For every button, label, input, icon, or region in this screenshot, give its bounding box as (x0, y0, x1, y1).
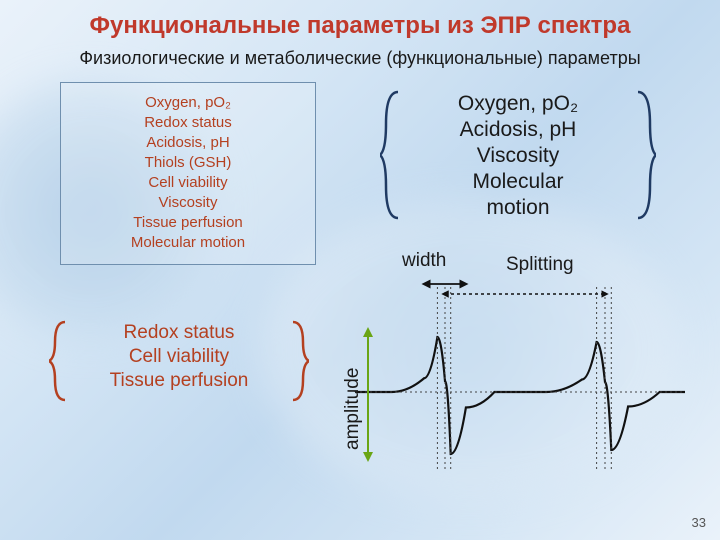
parameter-list-item: Thiols (GSH) (73, 154, 303, 171)
left-group-item: Redox status (110, 322, 249, 344)
left-brace-icon (49, 320, 69, 402)
parameter-list-box: Oxygen, pO₂ Redox status Acidosis, pH Thiol… (60, 82, 316, 265)
left-group-item: Tissue perfusion (110, 370, 249, 392)
parameter-list-item: Oxygen, pO₂ (73, 94, 303, 111)
left-group-item: Cell viability (110, 346, 249, 368)
left-parameter-group: Redox statusCell viabilityTissue perfusi… (55, 320, 303, 402)
slide-title-text: Функциональные параметры из ЭПР спектра (90, 12, 631, 39)
splitting-label: Splitting (506, 254, 574, 276)
slide-title: Функциональные параметры из ЭПР спектра (0, 12, 720, 40)
slide-subtitle: Физиологические и метаболические (функци… (0, 48, 720, 69)
spectrum-svg (350, 272, 695, 487)
parameter-list-item: Cell viability (73, 174, 303, 191)
right-group-item: Oxygen, pO₂ (458, 92, 578, 116)
parameter-list-item: Viscosity (73, 194, 303, 211)
right-parameter-group: Oxygen, pO₂Acidosis, pHViscosityMolecula… (388, 90, 648, 220)
epr-spectrum-diagram: width Splitting amplitude (350, 272, 695, 487)
right-brace-icon (289, 320, 309, 402)
parameter-list-item: Molecular motion (73, 234, 303, 251)
right-brace-icon (634, 90, 656, 220)
amplitude-label: amplitude (342, 368, 364, 450)
slide-subtitle-text: Физиологические и метаболические (функци… (79, 48, 640, 68)
right-group-item: Acidosis, pH (458, 118, 578, 142)
right-group-item: motion (458, 196, 578, 220)
parameter-list-item: Redox status (73, 114, 303, 131)
right-group-item: Molecular (458, 170, 578, 194)
right-group-item: Viscosity (458, 144, 578, 168)
left-brace-icon (380, 90, 402, 220)
width-label: width (402, 250, 446, 272)
parameter-list-item: Tissue perfusion (73, 214, 303, 231)
right-group-lines: Oxygen, pO₂Acidosis, pHViscosityMolecula… (458, 90, 578, 222)
parameter-list-item: Acidosis, pH (73, 134, 303, 151)
page-number: 33 (692, 515, 706, 530)
left-group-lines: Redox statusCell viabilityTissue perfusi… (110, 320, 249, 394)
